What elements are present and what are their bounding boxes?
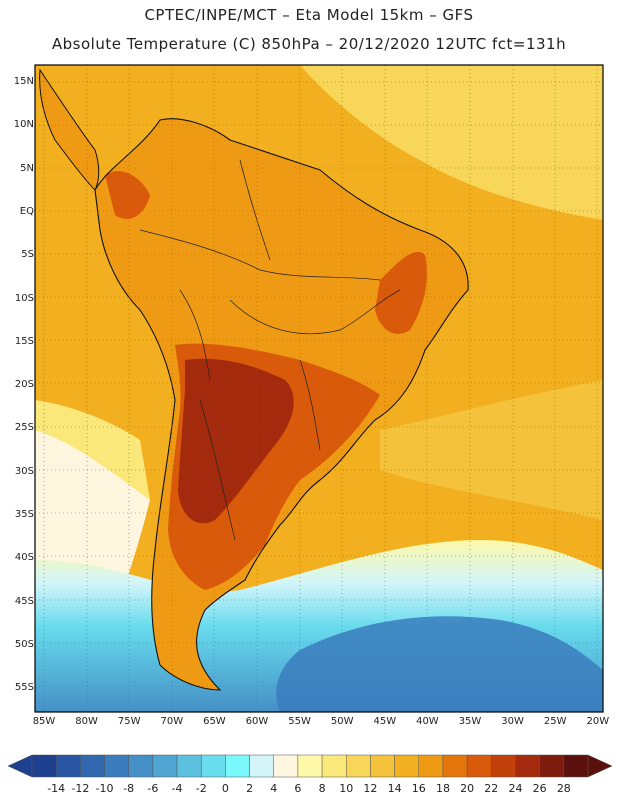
lon-label: 20W (586, 716, 610, 727)
lat-label: 15S (14, 335, 34, 347)
colorbar-swatch (225, 754, 250, 778)
colorbar-swatch (128, 754, 154, 778)
colorbar-label: -2 (195, 782, 207, 795)
colorbar-swatch (539, 754, 565, 778)
colorbar-swatch (249, 754, 274, 778)
central-america (39, 68, 100, 191)
colorbar-label: -6 (147, 782, 159, 795)
lat-label: 15N (13, 76, 34, 87)
colorbar-label: 18 (435, 782, 450, 795)
lat-label: 5N (20, 162, 34, 174)
colorbar-swatch (346, 754, 371, 778)
colorbar-label: 20 (460, 782, 475, 795)
lat-label: 35S (14, 509, 34, 520)
colorbar-label: 2 (246, 782, 254, 795)
colorbar-high-arrow (587, 754, 613, 778)
colorbar-swatch (394, 754, 420, 778)
lat-label: 45S (14, 595, 34, 607)
lat-label: 55S (14, 682, 34, 694)
colorbar-swatch (152, 754, 178, 778)
colorbar-swatch (31, 754, 57, 778)
coastline (94, 118, 469, 691)
lon-label: 30W (501, 716, 524, 727)
lon-label: 70W (160, 716, 184, 727)
lat-label: 25S (14, 422, 34, 434)
colorbar-label: 22 (484, 782, 499, 795)
colorbar-label: 6 (294, 782, 302, 795)
pacific-yellow-patch (35, 400, 150, 500)
colorbar-label: 12 (363, 782, 378, 795)
lon-label: 65W (203, 716, 226, 727)
colorbar-swatch (515, 754, 540, 778)
colorbar-swatch (491, 754, 516, 778)
lat-label: 10S (14, 292, 34, 304)
colorbar-swatch (176, 754, 202, 778)
colorbar-swatch (370, 754, 395, 778)
colorbar-swatch (563, 754, 589, 778)
colorbar-label: 4 (270, 782, 278, 795)
lat-label: 5S (21, 249, 34, 261)
lat-label: 20S (14, 379, 34, 391)
colorbar-label: 10 (339, 782, 354, 795)
colorbar-label: 26 (532, 782, 547, 795)
colorbar-low-arrow (7, 754, 33, 778)
lon-label: 75W (117, 716, 141, 727)
title-line-1: CPTEC/INPE/MCT – Eta Model 15km – GFS (144, 6, 474, 24)
title-line-2: Absolute Temperature (C) 850hPa – 20/12/… (51, 35, 567, 53)
country-borders (139, 159, 401, 541)
colorbar-label: -14 (47, 782, 66, 795)
colorbar-label: -8 (123, 782, 135, 795)
pacific-cool-patch (35, 430, 150, 600)
map-field (35, 65, 603, 712)
lon-label: 85W (32, 716, 56, 727)
colorbar-swatch (104, 754, 129, 778)
colorbar-label: 14 (387, 782, 402, 795)
lon-label: 55W (288, 716, 311, 727)
lat-label: 10N (13, 119, 34, 131)
colorbar-swatch (297, 754, 323, 778)
lon-label: 45W (373, 716, 397, 727)
hottest-region (178, 358, 294, 524)
lat-label: 40S (14, 552, 34, 564)
colorbar-swatch (466, 754, 492, 778)
graticule (35, 65, 603, 712)
lon-label: 40W (416, 716, 439, 727)
lon-label: 25W (543, 716, 567, 727)
colorbar-swatch (273, 754, 299, 778)
colorbar-label: 28 (556, 782, 571, 795)
north-atlantic-band (300, 65, 603, 220)
colorbar-label: -4 (171, 782, 183, 795)
colorbar-label: 16 (411, 782, 426, 795)
colorbar-swatch (55, 754, 81, 778)
colorbar-label: 0 (221, 782, 229, 795)
lat-label: 50S (14, 638, 34, 650)
colorbar-label: -10 (95, 782, 114, 795)
colorbar-swatch (80, 754, 105, 778)
lon-label: 80W (75, 716, 98, 727)
colorbar-label: 24 (508, 782, 523, 795)
colorbar-swatch (200, 754, 226, 778)
colorbar-swatch (321, 754, 347, 778)
lon-label: 35W (458, 716, 482, 727)
colorbar-swatch (442, 754, 468, 778)
lat-label: EQ (19, 205, 34, 217)
colorbar-label: -12 (71, 782, 90, 795)
map-frame (34, 64, 604, 713)
colorbar-label: 8 (318, 782, 326, 795)
lon-label: 50W (330, 716, 354, 727)
lat-label: 30S (14, 465, 34, 477)
north-hot-region (105, 171, 150, 219)
southern-deep-cold (276, 616, 603, 712)
lon-label: 60W (245, 716, 269, 727)
colorbar-swatch (418, 754, 444, 778)
south-atlantic-band (380, 380, 603, 520)
colorbar (7, 754, 613, 778)
northeast-hot-region (375, 251, 427, 334)
